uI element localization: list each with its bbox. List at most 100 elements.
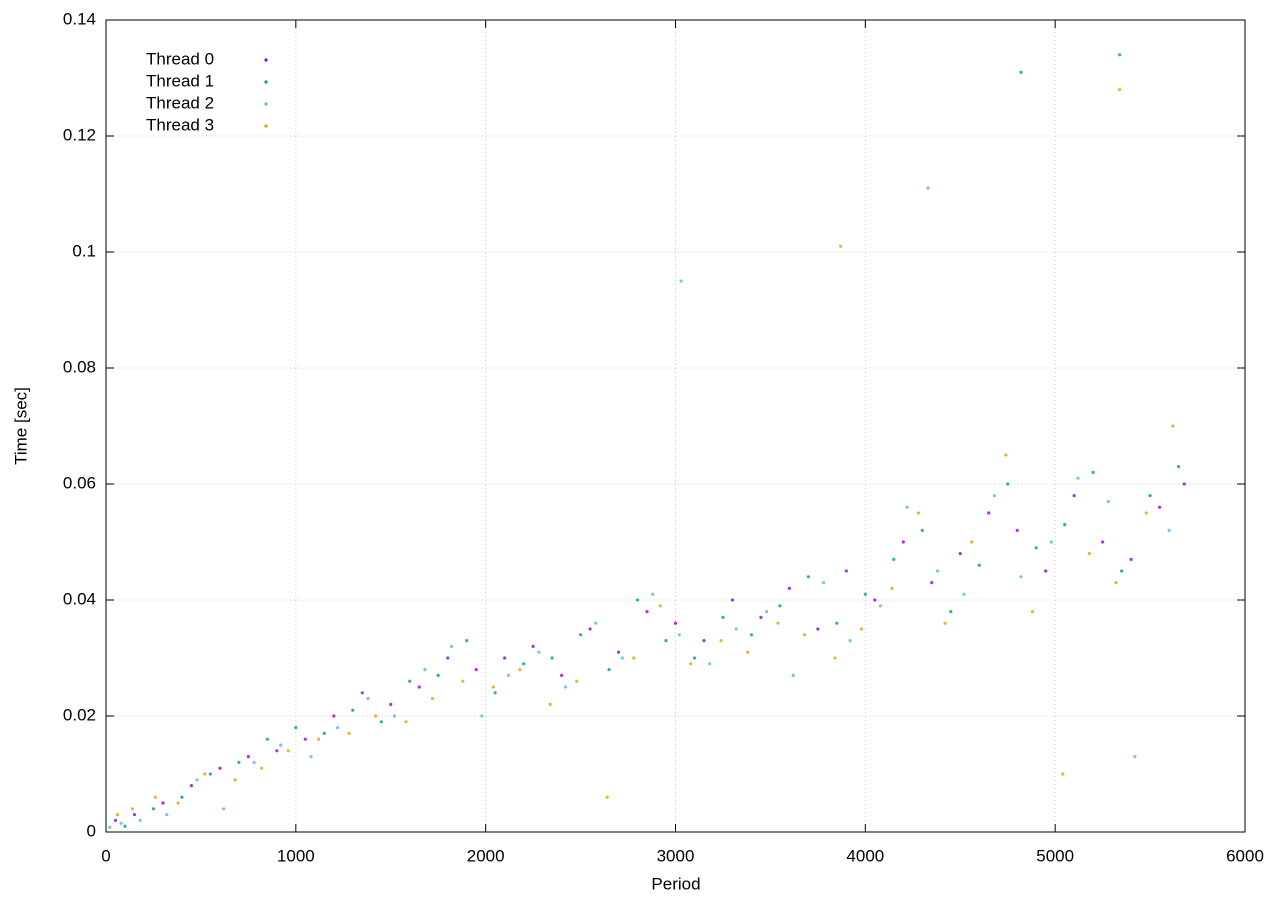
point <box>1061 772 1065 776</box>
point <box>430 697 435 701</box>
point <box>816 627 820 631</box>
point <box>616 650 621 654</box>
point <box>1176 465 1181 469</box>
point <box>821 581 826 585</box>
point <box>901 540 905 544</box>
point <box>588 627 592 631</box>
point <box>1148 494 1152 498</box>
point <box>176 801 180 805</box>
point <box>417 685 421 689</box>
point <box>1019 70 1023 74</box>
point <box>1120 569 1124 573</box>
point <box>806 575 810 579</box>
point <box>347 731 351 736</box>
point <box>1167 528 1171 533</box>
point <box>332 714 336 718</box>
point <box>537 650 541 654</box>
point <box>491 685 495 689</box>
point <box>317 737 321 741</box>
point <box>303 737 307 741</box>
point <box>859 627 864 631</box>
point <box>689 662 693 666</box>
y-tick-label: 0 <box>87 821 96 840</box>
point <box>260 766 264 770</box>
point <box>692 656 697 660</box>
point <box>708 662 712 666</box>
point <box>1106 499 1110 503</box>
point <box>335 726 340 730</box>
point <box>493 691 497 695</box>
point <box>651 592 655 596</box>
point <box>373 714 378 718</box>
y-tick-label: 0.06 <box>63 473 96 492</box>
y-tick-label: 0.14 <box>63 9 96 28</box>
point <box>222 807 226 811</box>
legend-marker <box>264 80 268 84</box>
point <box>605 795 609 799</box>
point <box>734 627 738 631</box>
point <box>594 621 598 625</box>
point <box>1004 453 1008 457</box>
point <box>392 714 397 718</box>
point <box>115 813 119 817</box>
point <box>749 633 754 637</box>
point <box>1129 557 1133 562</box>
x-axis-label: Period <box>651 874 700 893</box>
point <box>578 633 583 637</box>
point <box>890 586 894 591</box>
point <box>977 563 981 567</box>
point <box>548 702 552 707</box>
point <box>802 633 807 637</box>
point <box>1182 482 1186 486</box>
point <box>246 755 250 759</box>
point <box>265 737 269 741</box>
point <box>351 708 355 712</box>
point <box>835 621 839 625</box>
point <box>294 726 298 730</box>
point <box>449 644 454 649</box>
point <box>195 778 199 782</box>
point <box>1030 610 1034 614</box>
point <box>153 795 157 799</box>
point <box>1049 540 1053 544</box>
point <box>474 668 478 672</box>
legend-label: Thread 2 <box>146 93 214 112</box>
x-tick-label: 2000 <box>467 846 505 865</box>
point <box>1072 494 1076 498</box>
point <box>575 679 579 683</box>
y-tick-label: 0.12 <box>63 125 96 144</box>
point <box>161 801 165 805</box>
x-tick-label: 0 <box>101 846 110 865</box>
point <box>620 656 624 660</box>
point <box>531 644 535 649</box>
point <box>863 592 867 596</box>
point <box>360 691 364 695</box>
point <box>746 650 750 654</box>
point <box>560 673 564 678</box>
point <box>423 668 427 672</box>
point <box>905 505 909 509</box>
point <box>151 807 156 811</box>
point <box>237 760 241 765</box>
point <box>645 610 649 614</box>
point <box>279 743 283 747</box>
point <box>949 610 953 614</box>
legend-label: Thread 1 <box>146 71 214 90</box>
point <box>130 807 135 811</box>
point <box>679 279 683 283</box>
point <box>203 772 207 776</box>
point <box>658 604 662 608</box>
point <box>787 586 792 591</box>
point <box>1076 476 1080 480</box>
point <box>632 656 636 660</box>
point <box>721 615 725 620</box>
point <box>1034 546 1038 550</box>
point <box>119 821 123 825</box>
point <box>759 615 763 620</box>
point <box>132 813 137 817</box>
point <box>920 528 924 533</box>
point <box>189 784 194 788</box>
point <box>506 673 511 678</box>
point <box>1118 88 1122 92</box>
x-tick-label: 6000 <box>1226 846 1264 865</box>
